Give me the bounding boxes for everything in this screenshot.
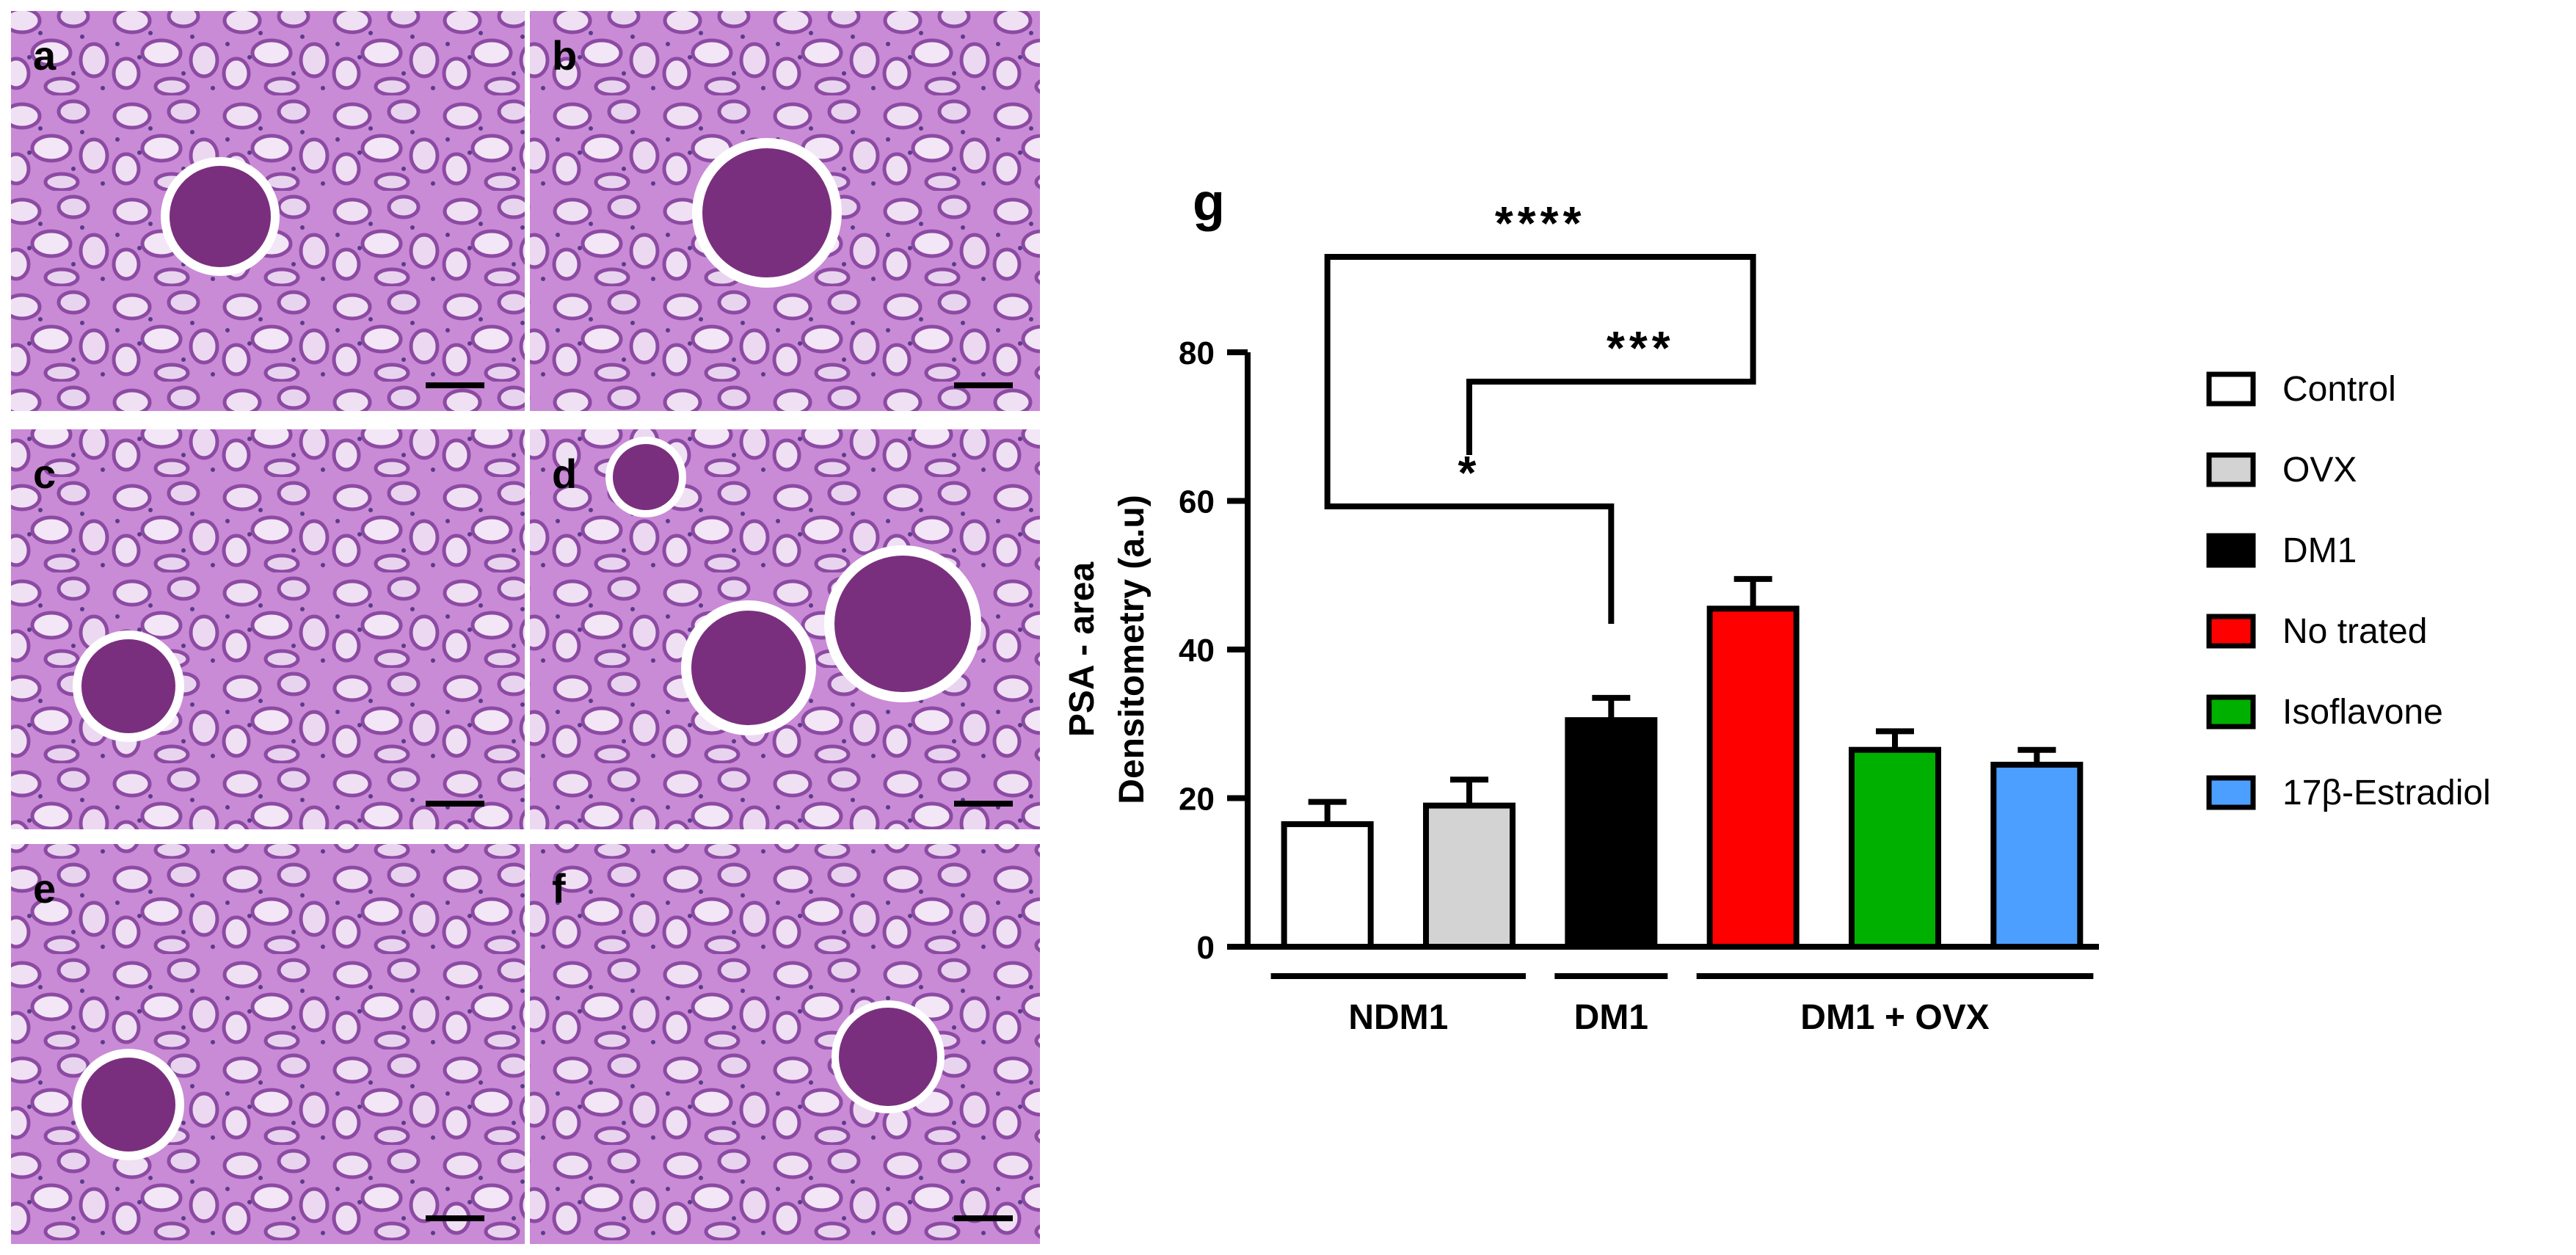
bar-control (1281, 821, 1374, 950)
significance-brackets: ******** (1324, 197, 1756, 624)
chart-legend: Control OVX DM1 No trated Isoflavone 17β-Estr… (2206, 370, 2491, 812)
micrograph-panel-a: a (11, 11, 525, 411)
group-labels: NDM1 DM1 DM1 + OVX (1270, 973, 2094, 1037)
y-tick-label: 20 (1179, 782, 1215, 818)
micrograph-panel-f: f (530, 844, 1040, 1244)
bar-no-trated (1706, 605, 1800, 950)
legend-label: OVX (2282, 451, 2357, 490)
legend-label: DM1 (2282, 531, 2357, 570)
significance-label: * (1458, 446, 1481, 499)
significance-label: **** (1495, 197, 1586, 250)
panel-letter: c (33, 451, 56, 497)
micrograph-panel-c: c (11, 429, 525, 829)
significance-bracket (1324, 477, 1615, 624)
panel-letter: b (552, 32, 577, 79)
bar-series (1281, 605, 2084, 950)
y-axis-ticks: 0 20 40 60 80 (1179, 335, 1248, 966)
panel-letter: f (552, 865, 566, 912)
panel-letter: d (552, 451, 577, 497)
bar-dm1 (1565, 717, 1658, 950)
legend-label: No trated (2282, 612, 2427, 651)
group-label: DM1 (1574, 998, 1648, 1037)
y-axis-label: PSA - area Densitometry (a.u) (1063, 495, 1151, 804)
y-tick-label: 80 (1179, 335, 1215, 371)
legend-swatch (2206, 694, 2256, 730)
bar-isoflavone (1849, 746, 1941, 950)
panel-letter: e (33, 865, 56, 912)
legend-swatch (2206, 371, 2256, 407)
legend-swatch (2206, 614, 2256, 649)
y-axis-label-line: PSA - area (1063, 562, 1102, 738)
legend-label: Isoflavone (2282, 693, 2443, 732)
y-tick-label: 60 (1179, 484, 1215, 520)
bar-17-estradiol (1990, 761, 2084, 950)
significance-label: *** (1607, 321, 1675, 374)
legend-label: Control (2282, 370, 2396, 409)
group-label: NDM1 (1348, 998, 1448, 1037)
micrograph-panel-e: e (11, 844, 525, 1244)
micrograph-grid: a b c d e (11, 11, 1040, 1244)
legend-swatch (2206, 533, 2256, 568)
group-label: DM1 + OVX (1800, 998, 1989, 1037)
y-tick-label: 0 (1197, 930, 1215, 966)
bar-chart: g PSA - area Densitometry (a.u) 0 20 40 60 80… (1063, 173, 2099, 1037)
chart-panel-letter: g (1193, 173, 1225, 232)
significance-bracket (1466, 345, 1756, 455)
significance-bracket (1324, 254, 1756, 477)
bar-ovx (1423, 802, 1516, 950)
y-axis-label-line: Densitometry (a.u) (1113, 495, 1151, 804)
legend-swatch (2206, 775, 2256, 810)
panel-letter: a (33, 32, 57, 79)
micrograph-panel-d: d (530, 429, 1040, 829)
micrograph-panel-b: b (530, 11, 1040, 411)
error-bars (1308, 575, 2056, 824)
legend-swatch (2206, 452, 2256, 487)
legend-label: 17β-Estradiol (2282, 774, 2491, 812)
y-tick-label: 40 (1179, 633, 1215, 669)
